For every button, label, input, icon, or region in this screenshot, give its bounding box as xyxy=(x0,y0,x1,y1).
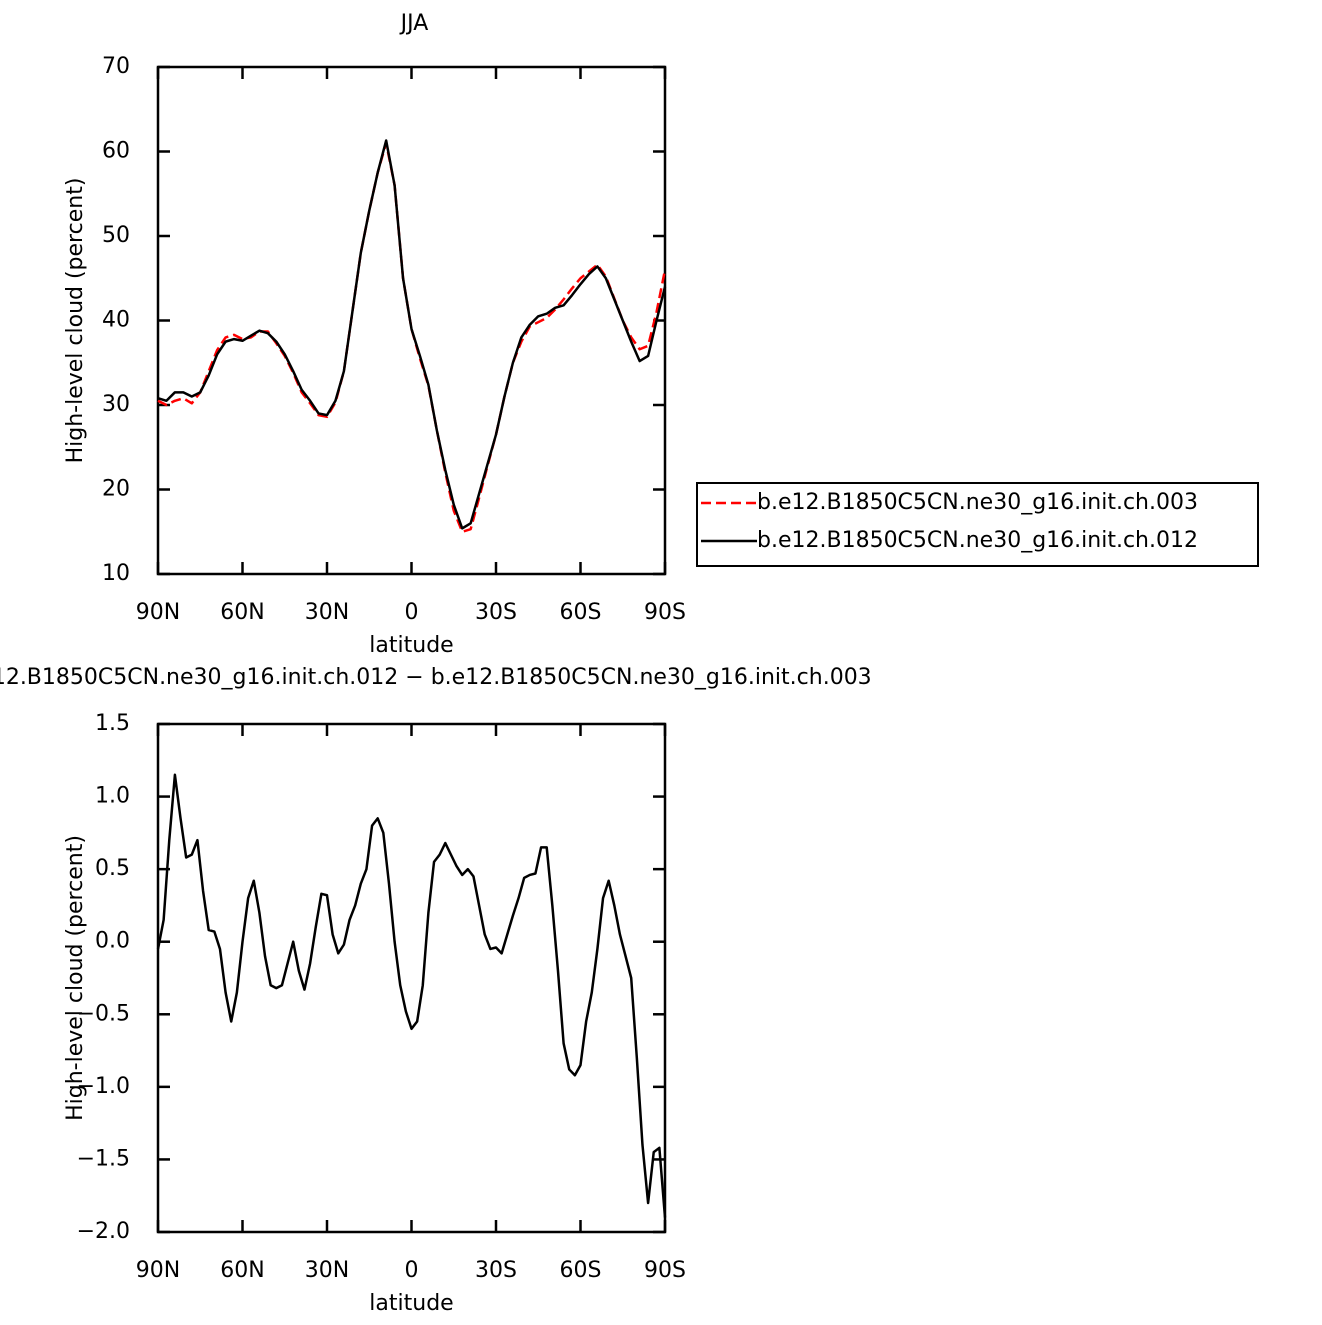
y-tick-label: −1.5 xyxy=(77,1146,130,1171)
x-tick-label: 60N xyxy=(220,1258,264,1283)
chart-title: b.e12.B1850C5CN.ne30_g16.init.ch.012 − b… xyxy=(0,665,872,690)
y-tick-label: 0.0 xyxy=(95,929,130,954)
chart-title: JJA xyxy=(399,11,429,36)
x-tick-label: 90S xyxy=(644,600,686,625)
y-axis-label: High-level cloud (percent) xyxy=(63,178,88,464)
y-axis-label: High-level cloud (percent) xyxy=(63,835,88,1121)
legend-label: b.e12.B1850C5CN.ne30_g16.init.ch.012 xyxy=(757,528,1198,553)
y-tick-label: 30 xyxy=(102,392,130,417)
x-tick-label: 90N xyxy=(136,1258,180,1283)
y-tick-label: 70 xyxy=(102,54,130,79)
x-tick-label: 0 xyxy=(405,600,419,625)
y-tick-label: 1.0 xyxy=(95,784,130,809)
y-tick-label: 1.5 xyxy=(95,711,130,736)
x-tick-label: 0 xyxy=(405,1258,419,1283)
data-line xyxy=(157,141,667,533)
y-tick-label: 10 xyxy=(102,561,130,586)
x-tick-label: 60S xyxy=(560,600,602,625)
x-tick-label: 30N xyxy=(305,1258,349,1283)
x-tick-label: 90N xyxy=(136,600,180,625)
y-tick-label: 40 xyxy=(102,308,130,333)
x-axis-label: latitude xyxy=(369,633,453,658)
y-tick-label: −0.5 xyxy=(77,1001,130,1026)
x-axis-label: latitude xyxy=(369,1291,453,1316)
data-line xyxy=(156,773,667,1218)
y-tick-label: −2.0 xyxy=(77,1219,130,1244)
x-tick-label: 90S xyxy=(644,1258,686,1283)
y-tick-label: 50 xyxy=(102,223,130,248)
x-tick-label: 30S xyxy=(475,1258,517,1283)
y-tick-label: −1.0 xyxy=(77,1074,130,1099)
x-tick-label: 60S xyxy=(560,1258,602,1283)
x-tick-label: 30N xyxy=(305,600,349,625)
y-tick-label: 20 xyxy=(102,477,130,502)
plot-frame xyxy=(156,65,667,576)
x-tick-label: 30S xyxy=(475,600,517,625)
legend-label: b.e12.B1850C5CN.ne30_g16.init.ch.003 xyxy=(757,490,1198,515)
plot-frame xyxy=(156,722,667,1234)
y-tick-label: 0.5 xyxy=(95,856,130,881)
y-tick-label: 60 xyxy=(102,139,130,164)
legend-box xyxy=(696,482,1259,567)
x-tick-label: 60N xyxy=(220,600,264,625)
data-line xyxy=(157,139,667,530)
